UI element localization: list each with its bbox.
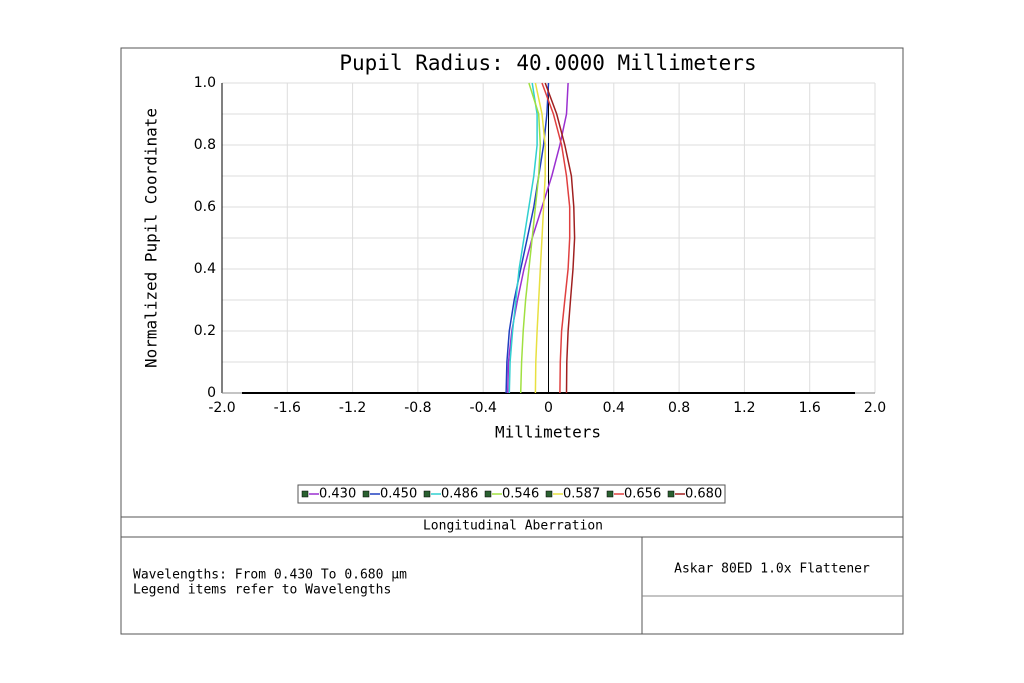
aberration-curve [508,82,538,394]
x-tick-label: -1.6 [274,400,301,416]
y-tick-label: 0 [207,385,216,401]
x-tick-label: -0.8 [404,400,431,416]
y-axis-label: Normalized Pupil Coordinate [142,108,161,368]
y-tick-label: 0.4 [194,261,216,277]
aberration-curve [544,82,576,394]
legend-marker [545,490,553,498]
legend-label: 0.680 [685,487,722,502]
x-tick-label: -2.0 [208,400,235,416]
legend-box [297,484,726,504]
x-tick-label: 1.2 [733,400,755,416]
legend-label: 0.546 [502,487,539,502]
aberration-curve [534,82,546,394]
x-tick-label: 1.6 [799,400,821,416]
legend-marker [362,490,370,498]
x-tick-label: 2.0 [864,400,886,416]
legend-marker [606,490,614,498]
x-axis-label: Millimeters [495,423,601,442]
y-tick-label: 1.0 [194,75,216,91]
y-tick-label: 0.2 [194,323,216,339]
chart-title: Pupil Radius: 40.0000 Millimeters [339,51,756,75]
legend-label: 0.486 [441,487,478,502]
x-tick-label: 0 [544,400,553,416]
y-tick-label: 0.6 [194,199,216,215]
lens-name: Askar 80ED 1.0x Flattener [674,562,870,577]
x-tick-label: 0.8 [668,400,690,416]
x-tick-label: -0.4 [470,400,497,416]
legend-label: 0.587 [563,487,600,502]
y-tick-label: 0.8 [194,137,216,153]
x-tick-label: -1.2 [339,400,366,416]
x-tick-label: 0.4 [603,400,625,416]
aberration-curve [519,82,542,394]
legend-label: 0.656 [624,487,661,502]
legend-marker [484,490,492,498]
panel-title: Longitudinal Aberration [423,519,603,534]
legend-marker [301,490,309,498]
note: Wavelengths: From 0.430 To 0.680 µm [133,568,407,583]
note: Legend items refer to Wavelengths [133,583,391,598]
legend-label: 0.450 [380,487,417,502]
aberration-curve [541,82,571,394]
legend-marker [667,490,675,498]
legend-marker [423,490,431,498]
legend-label: 0.430 [319,487,356,502]
frame [120,47,904,635]
